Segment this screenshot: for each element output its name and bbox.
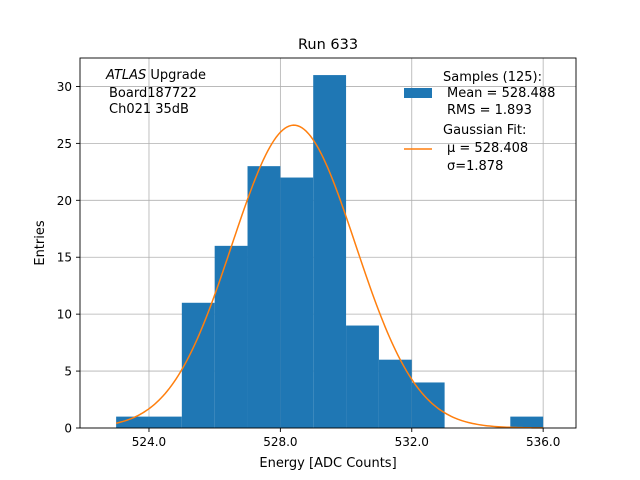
legend: Samples (125): Mean = 528.488 RMS = 1.89… [404, 70, 555, 174]
y-tick-label: 5 [64, 365, 72, 379]
x-tick-label: 532.0 [395, 435, 429, 449]
y-tick-label: 0 [64, 422, 72, 436]
legend-histogram-swatch [404, 88, 432, 98]
histogram-bar [411, 382, 445, 428]
legend-mean: Mean = 528.488 [447, 86, 555, 101]
histogram-bar [346, 325, 379, 428]
gaussian-fit-line [115, 124, 544, 429]
y-tick-label: 25 [57, 137, 72, 151]
y-tick-label: 20 [57, 194, 72, 208]
legend-fit-label: Gaussian Fit: [443, 123, 526, 138]
plot-frame [79, 57, 577, 429]
y-axis-ticks: 0 5 10 15 20 25 30 [57, 80, 80, 436]
y-axis-label: Entries [33, 220, 48, 266]
legend-samples-label: Samples (125): [443, 70, 542, 85]
x-axis-ticks: 524.0 528.0 532.0 536.0 [132, 428, 560, 449]
histogram-bar [148, 416, 182, 428]
histogram-bar [280, 177, 314, 428]
annotation-channel: Ch021 35dB [109, 102, 189, 117]
x-axis-label: Energy [ADC Counts] [259, 456, 396, 471]
annotation-atlas: ATLAS [105, 68, 146, 83]
legend-mu: μ = 528.408 [447, 141, 528, 156]
annotation-upgrade: Upgrade [146, 68, 206, 83]
legend-rms: RMS = 1.893 [447, 103, 532, 118]
annotation-title: ATLAS Upgrade [105, 68, 206, 83]
x-tick-label: 536.0 [526, 435, 560, 449]
histogram-bar [247, 166, 281, 428]
y-tick-label: 30 [57, 80, 72, 94]
histogram-bar [116, 416, 149, 428]
histogram-bar [181, 302, 215, 428]
legend-sigma: σ=1.878 [447, 159, 503, 174]
y-tick-label: 15 [57, 251, 72, 265]
annotation-board: Board187722 [109, 86, 197, 101]
histogram-bar [378, 359, 412, 428]
x-tick-label: 524.0 [132, 435, 166, 449]
histogram-bar [510, 416, 544, 428]
x-tick-label: 528.0 [263, 435, 297, 449]
histogram-bars [116, 75, 544, 429]
histogram-bar [313, 75, 347, 429]
histogram-bar [214, 245, 248, 428]
y-tick-label: 10 [57, 308, 72, 322]
atlas-annotation: ATLAS Upgrade Board187722 Ch021 35dB [105, 68, 206, 117]
chart-title: Run 633 [298, 37, 358, 53]
